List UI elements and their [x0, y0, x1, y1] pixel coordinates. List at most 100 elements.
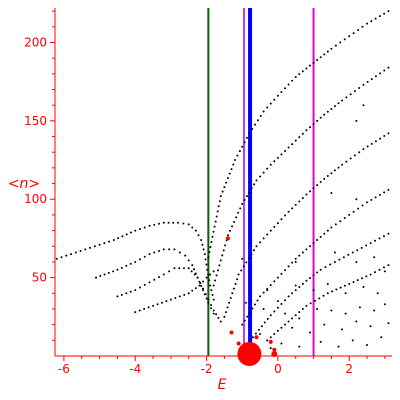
series-7-point [374, 196, 377, 199]
series-4-point [370, 20, 373, 23]
series-2-point [193, 273, 196, 276]
series-7-point [291, 261, 294, 264]
series-5-point [273, 160, 276, 163]
series-0-point [129, 231, 132, 234]
series-6-point [301, 196, 304, 199]
series-8-point [254, 332, 257, 335]
series-2-point [210, 304, 213, 307]
series-6-point [312, 187, 315, 190]
series-3-point [134, 311, 137, 314]
series-0-point [187, 223, 190, 226]
series-0-point [207, 274, 210, 277]
series-4-point [223, 186, 226, 189]
series-3-point [174, 297, 177, 299]
highlight-point [229, 330, 234, 335]
scatter-point [341, 328, 344, 331]
series-4-point [330, 47, 333, 50]
series-4-point [374, 17, 377, 20]
series-8-point [269, 314, 272, 317]
series-8-point [347, 253, 350, 256]
series-4-point [217, 205, 220, 208]
series-1-point [103, 273, 106, 276]
series-7-point [276, 276, 279, 279]
series-5-point [294, 139, 297, 142]
series-9-point [374, 271, 377, 274]
scatter-point [312, 289, 315, 292]
scatter-point [380, 336, 383, 339]
series-5-point [366, 80, 369, 83]
series-9-point [348, 282, 351, 285]
series-1-point [205, 297, 208, 300]
series-7-point [348, 213, 351, 216]
series-8-point [298, 286, 301, 289]
series-0-point [79, 249, 82, 252]
series-1-point [134, 260, 137, 263]
series-7-point [361, 204, 364, 207]
series-0-point [89, 246, 92, 249]
series-9-point [284, 323, 287, 326]
series-6-point [287, 210, 290, 213]
series-3-point [205, 276, 208, 279]
series-9-point [309, 302, 312, 305]
scatter-point [323, 323, 326, 326]
series-8-point [276, 306, 279, 309]
series-7-point [330, 226, 333, 229]
series-6-point [333, 169, 336, 172]
series-2-point [182, 267, 185, 270]
scatter-point [269, 347, 272, 350]
series-4-point [339, 41, 342, 44]
series-4-point [273, 98, 276, 101]
series-7-point [308, 245, 311, 248]
series-6-point [236, 278, 239, 281]
series-5-point [287, 146, 290, 149]
series-4-point [383, 12, 386, 15]
series-5-point [215, 274, 218, 277]
series-4-point [226, 177, 229, 180]
scatter-point [373, 309, 376, 312]
series-2-point [148, 281, 151, 284]
highlight-cluster [237, 342, 262, 366]
series-5-point [387, 66, 390, 69]
series-8-point [260, 325, 263, 328]
series-3-point [198, 284, 201, 287]
series-1-point [107, 271, 110, 274]
series-5-point [237, 211, 240, 214]
series-8-point [329, 263, 332, 266]
series-9-point [294, 314, 297, 317]
series-4-point [352, 32, 355, 35]
series-9-point [280, 326, 283, 329]
series-8-point [305, 279, 308, 282]
series-1-point [210, 307, 213, 310]
scatter-point [344, 312, 347, 315]
series-9-point [343, 284, 346, 287]
series-1-point [153, 251, 156, 254]
scatter-point [266, 289, 269, 292]
series-0-point [121, 235, 124, 238]
series-6-point [276, 222, 279, 225]
series-1-point [191, 264, 194, 267]
series-7-point [284, 269, 287, 272]
series-5-point [228, 229, 231, 232]
series-3-point [194, 287, 197, 290]
series-6-point [252, 249, 255, 252]
scatter-point [291, 326, 294, 329]
series-0-point [153, 223, 156, 226]
series-6-point [234, 282, 237, 285]
series-2-point [199, 282, 202, 285]
series-0-point [204, 258, 207, 261]
scatter-point [259, 333, 262, 336]
series-6-point [240, 269, 243, 272]
series-9-point [356, 279, 359, 282]
series-5-point [276, 156, 279, 159]
series-5-point [333, 105, 336, 108]
series-0-point [117, 237, 120, 240]
series-4-point [214, 220, 217, 223]
scatter-point [244, 301, 247, 304]
series-3-point [183, 293, 186, 296]
series-5-point [239, 207, 242, 210]
series-6-point [345, 160, 348, 163]
scatter-point [280, 342, 283, 345]
series-8-point [333, 260, 336, 263]
series-5-point [370, 78, 373, 81]
